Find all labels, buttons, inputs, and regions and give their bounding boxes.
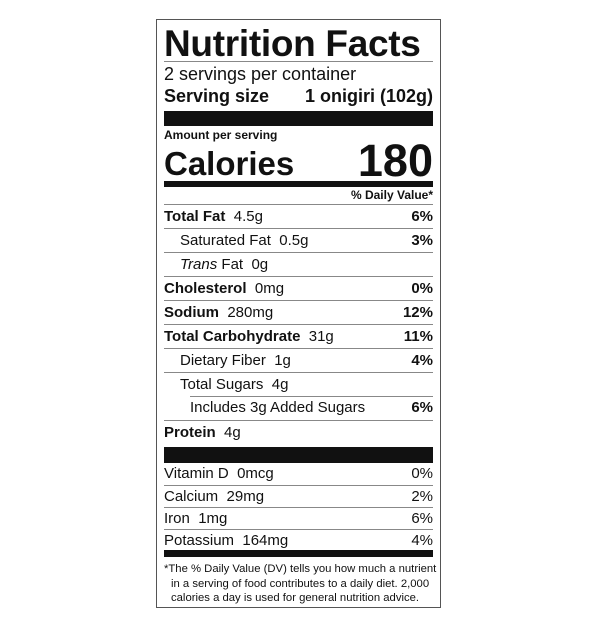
nutrient-dv: 6% [411,399,433,416]
nutrient-row-sodium: Sodium 280mg 12% [164,300,433,324]
vitamin-dv: 4% [411,532,433,549]
nutrient-dv: 11% [403,328,433,345]
footnote: *The % Daily Value (DV) tells you how mu… [164,562,437,606]
nutrient-name: Total Sugars [180,376,264,393]
vitamin-dv: 2% [411,488,433,505]
vitamin-amount: 0mcg [237,465,274,482]
nutrient-row-total-sugars: Total Sugars 4g [164,372,433,396]
nutrient-amount: 280mg [227,304,274,321]
nutrient-name: Includes 3g Added Sugars [190,399,366,416]
nutrient-amount: 1g [274,352,291,369]
divider [190,396,433,397]
nutrient-row-protein: Protein 4g [164,420,433,444]
nutrient-row-total-carbohydrate: Total Carbohydrate 31g 11% [164,324,433,348]
nutrient-name-suffix: Fat [221,256,244,273]
nutrient-dv: 3% [411,232,433,249]
thick-divider [164,447,433,463]
vitamin-row-vitamin-d: Vitamin D 0mcg 0% [164,463,433,485]
nutrient-row-saturated-fat: Saturated Fat 0.5g 3% [164,228,433,252]
vitamin-name: Potassium [164,532,235,549]
nutrient-name: Total Carbohydrate [164,328,301,345]
thick-divider [164,111,433,126]
vitamin-amount: 29mg [226,488,265,505]
nutrient-dv: 0% [411,280,433,297]
nutrient-amount: 0g [251,256,269,273]
daily-value-header: % Daily Value* [350,188,433,202]
vitamin-name: Iron [164,510,190,527]
serving-size: Serving size 1 onigiri (102g) [164,86,433,106]
vitamin-amount: 1mg [198,510,228,527]
nutrient-name: Trans [180,256,218,273]
vitamin-dv: 6% [411,510,433,527]
medium-divider [164,550,433,557]
divider [164,61,433,62]
nutrient-name: Dietary Fiber [180,352,266,369]
nutrient-amount: 31g [308,328,334,345]
nutrient-amount: 4g [224,424,241,441]
vitamin-dv: 0% [411,465,433,482]
nutrient-row-total-fat: Total Fat 4.5g 6% [164,204,433,228]
nutrient-name: Saturated Fat [180,232,271,249]
nutrient-dv: 12% [402,304,433,321]
servings-per-container: 2 servings per container [164,64,357,84]
nutrient-name: Sodium [164,304,219,321]
calories-label: Calories [164,145,295,182]
medium-divider [164,181,433,187]
nutrient-amount: 0.5g [279,232,309,249]
label-title: Nutrition Facts [164,23,421,64]
vitamin-row-calcium: Calcium 29mg 2% [164,485,433,507]
calories-row: Calories 180 [164,135,433,186]
nutrient-name: Protein [164,424,216,441]
vitamin-row-potassium: Potassium 164mg 4% [164,529,433,551]
nutrient-row-added-sugars: Includes 3g Added Sugars 6% [164,396,433,420]
nutrient-amount: 0mg [254,280,285,297]
nutrient-row-trans-fat: Trans Fat 0g [164,252,433,276]
vitamin-row-iron: Iron 1mg 6% [164,507,433,529]
nutrition-facts-label: Nutrition Facts 2 servings per container… [156,19,441,608]
nutrient-name: Total Fat [164,208,226,225]
footnote-line: *The % Daily Value (DV) tells you how mu… [164,563,437,575]
serving-size-label: Serving size [164,86,270,106]
nutrient-name: Cholesterol [164,280,247,297]
nutrient-amount: 4.5g [233,208,263,225]
vitamin-name: Vitamin D [164,465,229,482]
vitamin-name: Calcium [164,488,219,505]
nutrient-row-cholesterol: Cholesterol 0mg 0% [164,276,433,300]
serving-size-value: 1 onigiri (102g) [304,86,433,106]
nutrient-dv: 4% [411,352,433,369]
calories-value: 180 [357,135,433,186]
vitamin-amount: 164mg [242,532,289,549]
footnote-line: calories a day is used for general nutri… [171,592,420,604]
nutrient-dv: 6% [411,208,433,225]
nutrient-row-dietary-fiber: Dietary Fiber 1g 4% [164,348,433,372]
amount-per-serving: Amount per serving [164,128,278,142]
nutrient-amount: 4g [271,376,289,393]
footnote-line: in a serving of food contributes to a da… [171,577,430,590]
